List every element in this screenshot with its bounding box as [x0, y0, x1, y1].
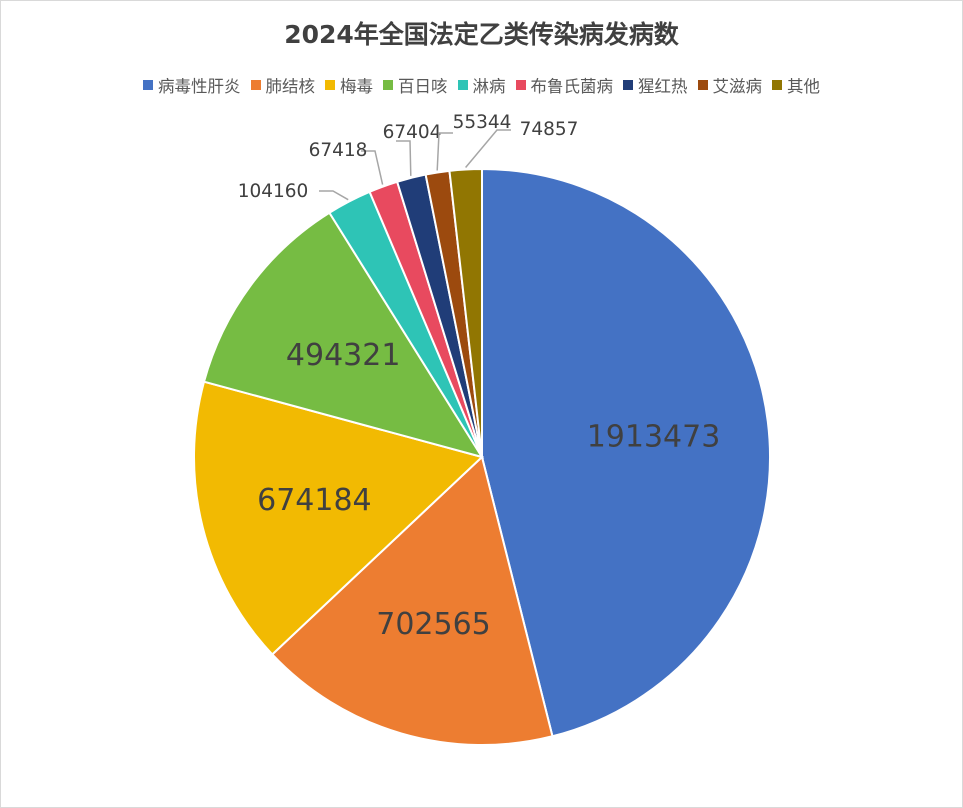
- legend-label: 艾滋病: [712, 77, 763, 96]
- pie-slice: [481, 167, 772, 738]
- data-label: 674184: [257, 483, 372, 518]
- data-label: 702565: [376, 607, 491, 642]
- legend-label: 梅毒: [340, 77, 373, 96]
- pie-slice: [193, 380, 484, 656]
- leader-line: [319, 190, 349, 201]
- legend-swatch: [143, 80, 153, 90]
- pie-slice: [270, 455, 554, 746]
- legend-item: 梅毒: [325, 73, 373, 97]
- legend-label: 布鲁氏菌病: [530, 77, 614, 96]
- data-label: 74857: [520, 119, 579, 140]
- legend-label: 猩红热: [638, 77, 688, 96]
- legend-label: 肺结核: [265, 77, 316, 96]
- legend-label: 淋病: [472, 77, 506, 96]
- legend-item: 布鲁氏菌病: [515, 73, 614, 97]
- legend-swatch: [383, 80, 393, 90]
- legend-swatch: [457, 80, 468, 90]
- leader-line: [396, 140, 412, 176]
- legend-item: 猩红热: [623, 73, 688, 97]
- legend-item: 其他: [772, 73, 820, 97]
- data-label: 104160: [238, 181, 309, 202]
- legend-swatch: [515, 80, 526, 90]
- legend-swatch: [250, 80, 261, 90]
- legend-label: 病毒性肝炎: [158, 77, 241, 96]
- pie-slice: [448, 167, 483, 458]
- chart-title: 2024年全国法定乙类传染病发病数: [284, 20, 679, 49]
- chart-legend: 病毒性肝炎 肺结核 梅毒 百日咳 淋病 布鲁氏菌病 猩红热 艾滋病 其他: [1, 73, 962, 97]
- legend-item: 肺结核: [250, 73, 316, 97]
- data-label: 494321: [286, 338, 401, 373]
- legend-item: 病毒性肝炎: [143, 73, 241, 97]
- legend-item: 淋病: [457, 73, 506, 97]
- data-label: 67418: [309, 140, 368, 161]
- legend-swatch: [623, 80, 633, 90]
- legend-label: 其他: [787, 77, 820, 96]
- data-label: 1913473: [587, 420, 721, 455]
- legend-item: 百日咳: [383, 73, 448, 97]
- data-label: 67404: [383, 122, 442, 143]
- pie-slice: [202, 211, 485, 459]
- legend-swatch: [325, 80, 335, 90]
- leader-line: [361, 150, 384, 185]
- leader-line: [436, 132, 453, 171]
- leader-line: [465, 129, 511, 168]
- data-label: 55344: [453, 112, 512, 133]
- legend-label: 百日咳: [398, 77, 448, 96]
- legend-swatch: [697, 80, 708, 90]
- legend-swatch: [772, 80, 782, 90]
- legend-item: 艾滋病: [697, 73, 763, 97]
